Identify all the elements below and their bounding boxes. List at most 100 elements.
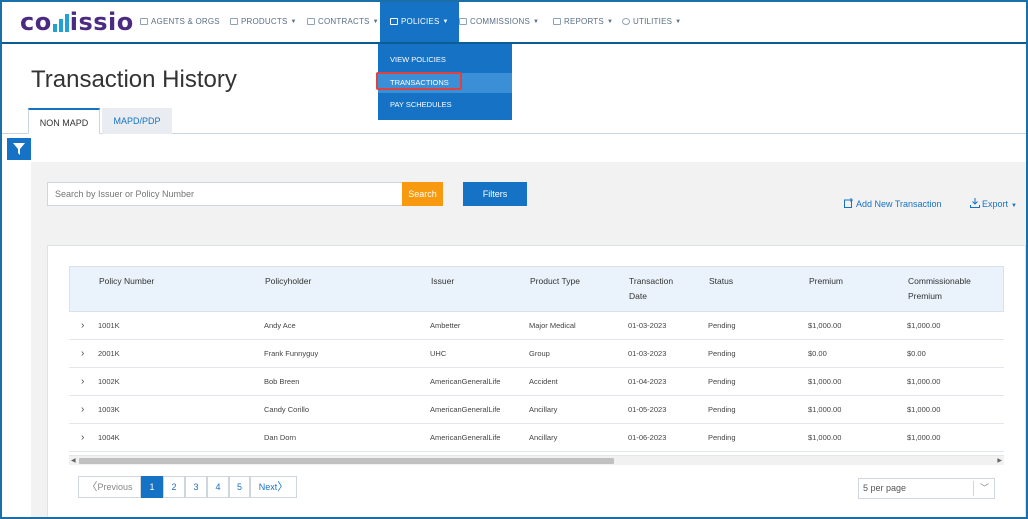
cell-status: Pending bbox=[708, 349, 736, 358]
filters-button[interactable]: Filters bbox=[463, 182, 527, 206]
table-row[interactable]: › 1003K Candy Corillo AmericanGeneralLife An… bbox=[69, 396, 1004, 424]
globe-icon bbox=[622, 18, 630, 25]
next-page-button[interactable]: Next〉 bbox=[250, 476, 297, 498]
cell-issuer: AmericanGeneralLife bbox=[430, 405, 501, 414]
nav-commissions[interactable]: COMMISSIONS ▼ bbox=[459, 2, 539, 42]
table-row[interactable]: › 1004K Dan Dorn AmericanGeneralLife Ancilla… bbox=[69, 424, 1004, 452]
table-row[interactable]: › 1001K Andy Ace Ambetter Major Medical 01-03… bbox=[69, 312, 1004, 340]
cell-transaction-date: 01-03-2023 bbox=[628, 349, 667, 358]
nav-products[interactable]: PRODUCTS ▼ bbox=[230, 2, 297, 42]
logo-bars-icon bbox=[52, 14, 70, 32]
search-button[interactable]: Search bbox=[402, 182, 443, 206]
caret-down-icon: ▼ bbox=[532, 19, 540, 25]
cell-policyholder: Andy Ace bbox=[264, 321, 296, 330]
cell-policy-number: 1002K bbox=[98, 377, 120, 386]
top-nav: co issio AGENTS & ORGS PRODUCTS ▼ CONTRACT… bbox=[2, 2, 1026, 44]
tab-non-mapd[interactable]: NON MAPD bbox=[28, 108, 100, 134]
cell-policy-number: 1003K bbox=[98, 405, 120, 414]
report-icon bbox=[553, 18, 561, 25]
cell-issuer: UHC bbox=[430, 349, 447, 358]
caret-down-icon: ▼ bbox=[290, 19, 297, 25]
export-dropdown[interactable]: Export ▼ bbox=[970, 198, 1017, 209]
nav-utilities[interactable]: UTILITIES ▼ bbox=[622, 2, 681, 42]
cell-commissionable-premium: $0.00 bbox=[907, 349, 926, 358]
page-2-button[interactable]: 2 bbox=[163, 476, 185, 498]
scrollbar-thumb[interactable] bbox=[79, 458, 614, 464]
add-new-transaction-link[interactable]: Add New Transaction bbox=[844, 198, 942, 209]
selection-highlight bbox=[376, 72, 462, 90]
download-icon bbox=[970, 198, 980, 208]
caret-down-icon: ▼ bbox=[1011, 203, 1017, 209]
search-box bbox=[47, 182, 403, 206]
menu-item-pay-schedules[interactable]: PAY SCHEDULES bbox=[390, 100, 452, 109]
cell-transaction-date: 01-06-2023 bbox=[628, 433, 667, 442]
page-5-button[interactable]: 5 bbox=[229, 476, 250, 498]
nav-agents-orgs[interactable]: AGENTS & ORGS bbox=[140, 2, 220, 42]
col-issuer[interactable]: Issuer bbox=[431, 276, 455, 286]
cell-transaction-date: 01-03-2023 bbox=[628, 321, 667, 330]
funnel-icon bbox=[13, 143, 25, 155]
cell-policy-number: 1004K bbox=[98, 433, 120, 442]
table-row[interactable]: › 1002K Bob Breen AmericanGeneralLife Accide… bbox=[69, 368, 1004, 396]
scroll-right-icon[interactable]: ▶ bbox=[997, 458, 1002, 464]
cell-policy-number: 1001K bbox=[98, 321, 120, 330]
cell-policyholder: Frank Funnyguy bbox=[264, 349, 319, 358]
cell-commissionable-premium: $1,000.00 bbox=[907, 321, 941, 330]
horizontal-scrollbar[interactable]: ◀ ▶ bbox=[69, 455, 1004, 465]
commission-icon bbox=[459, 18, 467, 25]
nav-policies[interactable]: POLICIES ▼ bbox=[380, 2, 459, 42]
filter-toggle-button[interactable] bbox=[7, 138, 31, 160]
expand-row-chevron-icon[interactable]: › bbox=[81, 376, 85, 387]
page-1-button[interactable]: 1 bbox=[141, 476, 163, 498]
cell-premium: $1,000.00 bbox=[808, 377, 842, 386]
search-input[interactable] bbox=[48, 183, 402, 205]
previous-page-button[interactable]: 〈Previous bbox=[78, 476, 141, 498]
tab-mapd-pdp[interactable]: MAPD/PDP bbox=[102, 108, 172, 134]
caret-down-icon: ▼ bbox=[442, 19, 449, 25]
menu-item-view-policies[interactable]: VIEW POLICIES bbox=[390, 55, 446, 64]
cell-status: Pending bbox=[708, 433, 736, 442]
cell-transaction-date: 01-04-2023 bbox=[628, 377, 667, 386]
col-commissionable-premium[interactable]: Commissionable Premium bbox=[908, 276, 971, 301]
cell-issuer: AmericanGeneralLife bbox=[430, 433, 501, 442]
policies-dropdown-menu: VIEW POLICIES TRANSACTIONS PAY SCHEDULES bbox=[376, 44, 512, 120]
table-row[interactable]: › 2001K Frank Funnyguy UHC Group 01-03-2023 Pe… bbox=[69, 340, 1004, 368]
col-policyholder[interactable]: Policyholder bbox=[265, 276, 312, 286]
caret-down-icon: ▼ bbox=[606, 19, 614, 25]
cell-policyholder: Bob Breen bbox=[264, 377, 300, 386]
people-icon bbox=[140, 18, 148, 25]
cell-policy-number: 2001K bbox=[98, 349, 120, 358]
expand-row-chevron-icon[interactable]: › bbox=[81, 432, 85, 443]
cell-commissionable-premium: $1,000.00 bbox=[907, 405, 941, 414]
cell-premium: $1,000.00 bbox=[808, 433, 842, 442]
chevron-down-icon: ﹀ bbox=[979, 483, 989, 493]
cell-premium: $1,000.00 bbox=[808, 321, 842, 330]
col-premium[interactable]: Premium bbox=[809, 276, 844, 286]
select-divider bbox=[973, 481, 974, 496]
page-4-button[interactable]: 4 bbox=[207, 476, 229, 498]
col-status[interactable]: Status bbox=[709, 276, 734, 286]
page-3-button[interactable]: 3 bbox=[185, 476, 207, 498]
expand-row-chevron-icon[interactable]: › bbox=[81, 320, 85, 331]
col-policy-number[interactable]: Policy Number bbox=[99, 276, 155, 286]
cell-commissionable-premium: $1,000.00 bbox=[907, 433, 941, 442]
col-product-type[interactable]: Product Type bbox=[530, 276, 580, 286]
expand-row-chevron-icon[interactable]: › bbox=[81, 348, 85, 359]
contract-icon bbox=[307, 18, 315, 25]
document-icon bbox=[390, 18, 398, 25]
cell-policyholder: Candy Corillo bbox=[264, 405, 310, 414]
expand-row-chevron-icon[interactable]: › bbox=[81, 404, 85, 415]
cell-product-type: Group bbox=[529, 349, 550, 358]
logo[interactable]: co issio bbox=[20, 8, 134, 36]
scroll-left-icon[interactable]: ◀ bbox=[71, 458, 76, 464]
per-page-select[interactable]: 5 per page ﹀ bbox=[858, 478, 995, 499]
chevron-left-icon: 〈 bbox=[86, 481, 98, 493]
cell-issuer: AmericanGeneralLife bbox=[430, 377, 501, 386]
cell-product-type: Ancillary bbox=[529, 405, 558, 414]
nav-contracts[interactable]: CONTRACTS ▼ bbox=[307, 2, 379, 42]
nav-reports[interactable]: REPORTS ▼ bbox=[553, 2, 613, 42]
cell-transaction-date: 01-05-2023 bbox=[628, 405, 667, 414]
col-transaction-date[interactable]: Transaction Date bbox=[629, 276, 674, 301]
cell-policyholder: Dan Dorn bbox=[264, 433, 297, 442]
